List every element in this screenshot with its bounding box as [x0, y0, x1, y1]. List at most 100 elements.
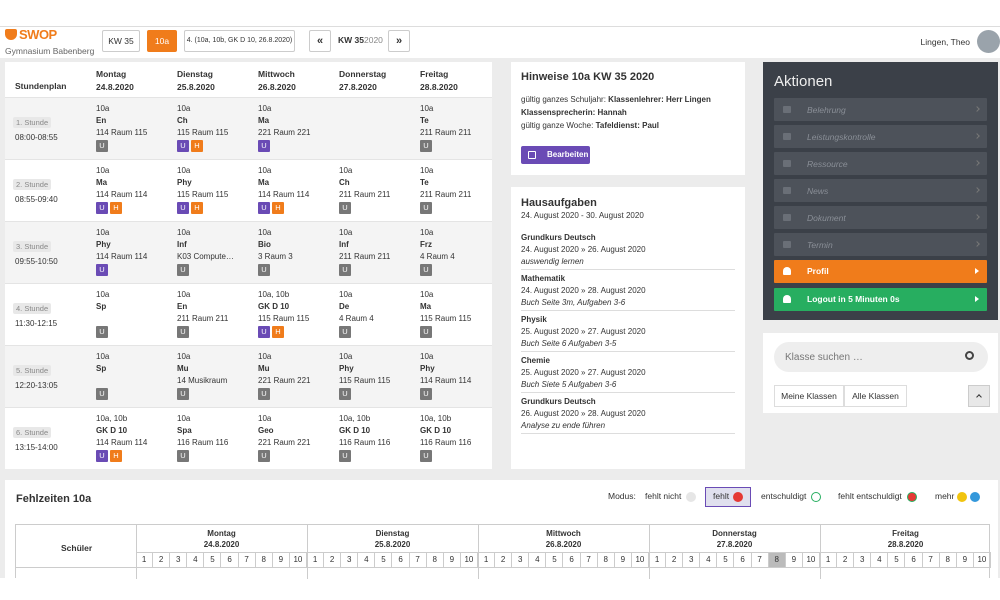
- notes-value: Klassenlehrer: Herr Lingen: [608, 95, 711, 104]
- user-name[interactable]: Lingen, Theo: [920, 37, 970, 47]
- day-date: 26.8.2020: [258, 82, 296, 92]
- lesson-subject: GK D 10: [420, 426, 452, 435]
- lesson-badge[interactable]: U: [258, 264, 270, 276]
- mode-indicator: [686, 492, 696, 502]
- mode-option[interactable]: mehr: [935, 491, 955, 501]
- lesson-badge[interactable]: H: [272, 202, 284, 214]
- next-week[interactable]: »: [388, 30, 410, 52]
- homework-divider: [521, 392, 735, 393]
- lesson-room: 115 Raum 115: [420, 314, 472, 323]
- period-number: 2: [324, 553, 342, 567]
- notes-panel: Hinweise 10a KW 35 2020 gültig ganzes Sch…: [511, 62, 745, 175]
- profile-button[interactable]: Profil: [774, 260, 987, 283]
- prev-week[interactable]: «: [309, 30, 331, 52]
- period-number: 2: [666, 553, 684, 567]
- mode-option[interactable]: fehlt entschuldigt: [838, 491, 902, 501]
- homework-task: auswendig lernen: [521, 257, 584, 266]
- mode-option[interactable]: fehlt: [713, 491, 730, 501]
- action-button[interactable]: Termin: [774, 233, 987, 256]
- lesson-badge[interactable]: U: [339, 326, 351, 338]
- lesson-class: 10a: [339, 352, 353, 361]
- action-chevron: [974, 187, 980, 193]
- lesson-badge[interactable]: H: [191, 202, 203, 214]
- lesson-badge[interactable]: U: [339, 388, 351, 400]
- lesson-room: 115 Raum 115: [258, 314, 310, 323]
- lesson-subject: GK D 10: [339, 426, 371, 435]
- lesson-badge[interactable]: U: [420, 326, 432, 338]
- lesson-badge[interactable]: U: [339, 450, 351, 462]
- lesson-badge[interactable]: U: [177, 450, 189, 462]
- search-input[interactable]: Klasse suchen …: [774, 342, 988, 372]
- lesson-room: 14 Musikraum: [177, 376, 228, 385]
- logout-button[interactable]: Logout in 5 Minuten 0s: [774, 288, 987, 311]
- action-label: Leistungskontrolle: [807, 132, 876, 142]
- lesson-room: 114 Raum 114: [96, 438, 148, 447]
- lesson-badge[interactable]: U: [420, 202, 432, 214]
- lesson-class: 10a: [177, 228, 191, 237]
- lesson-badge[interactable]: U: [339, 264, 351, 276]
- lesson-badge[interactable]: U: [258, 450, 270, 462]
- lesson-class: 10a: [420, 228, 434, 237]
- lesson-badge[interactable]: U: [96, 140, 108, 152]
- lesson-badge[interactable]: U: [177, 326, 189, 338]
- lesson-badge[interactable]: U: [420, 450, 432, 462]
- action-button[interactable]: News: [774, 179, 987, 202]
- action-button[interactable]: Leistungskontrolle: [774, 125, 987, 148]
- lesson-badge[interactable]: U: [96, 326, 108, 338]
- lesson-subject: GK D 10: [258, 302, 290, 311]
- header-button[interactable]: KW 35: [102, 30, 140, 52]
- lesson-badge[interactable]: U: [177, 388, 189, 400]
- lesson-badge[interactable]: U: [420, 388, 432, 400]
- lesson-badge[interactable]: U: [177, 140, 189, 152]
- period-number: 5: [204, 553, 222, 567]
- mode-indicator: [957, 492, 967, 502]
- lesson-badge[interactable]: U: [258, 326, 270, 338]
- action-button[interactable]: Dokument: [774, 206, 987, 229]
- period-number: 4: [187, 553, 205, 567]
- period-number: 7: [581, 553, 598, 567]
- lesson-class: 10a, 10b: [420, 414, 452, 423]
- class-filter-button[interactable]: Meine Klassen: [774, 385, 844, 407]
- lesson-class: 10a: [96, 290, 110, 299]
- lesson-room: 115 Raum 115: [177, 128, 229, 137]
- edit-button[interactable]: Bearbeiten: [521, 146, 590, 164]
- lesson-badge[interactable]: H: [191, 140, 203, 152]
- lesson-badge[interactable]: U: [339, 202, 351, 214]
- mode-option[interactable]: fehlt nicht: [645, 491, 682, 501]
- absence-day-name: Donnerstag: [712, 529, 757, 538]
- lesson-badge[interactable]: H: [272, 326, 284, 338]
- lesson-badge[interactable]: H: [110, 202, 122, 214]
- row-rule: [16, 567, 991, 568]
- day-date: 24.8.2020: [96, 82, 134, 92]
- class-filter-button[interactable]: Alle Klassen: [844, 385, 907, 407]
- lesson-badge[interactable]: U: [96, 388, 108, 400]
- lesson-badge[interactable]: U: [420, 140, 432, 152]
- lesson-subject: Inf: [339, 240, 349, 249]
- absence-day-date: 26.8.2020: [545, 540, 582, 549]
- top-rule: [0, 26, 1000, 27]
- period-number: 7: [410, 553, 427, 567]
- lesson-badge[interactable]: U: [258, 140, 270, 152]
- notes-line: gültig ganzes Schuljahr: Klassenlehrer: …: [521, 95, 711, 104]
- action-button[interactable]: Belehrung: [774, 98, 987, 121]
- period-rule: [649, 552, 820, 553]
- logo-icon: [5, 29, 17, 40]
- homework-range: 24. August 2020 - 30. August 2020: [521, 211, 644, 220]
- lesson-badge[interactable]: U: [177, 202, 189, 214]
- lesson-badge[interactable]: U: [258, 388, 270, 400]
- header-button[interactable]: 10a: [147, 30, 177, 52]
- header-button[interactable]: 4. (10a, 10b, GK D 10, 26.8.2020): [184, 30, 295, 52]
- lesson-badge[interactable]: U: [96, 450, 108, 462]
- lesson-badge[interactable]: U: [420, 264, 432, 276]
- action-button[interactable]: Ressource: [774, 152, 987, 175]
- notes-title: Hinweise 10a KW 35 2020: [521, 71, 655, 83]
- period-number: 2: [837, 553, 855, 567]
- lesson-badge[interactable]: U: [258, 202, 270, 214]
- lesson-badge[interactable]: U: [177, 264, 189, 276]
- lesson-class: 10a: [96, 166, 110, 175]
- lesson-badge[interactable]: H: [110, 450, 122, 462]
- lesson-badge[interactable]: U: [96, 202, 108, 214]
- collapse-button[interactable]: [968, 385, 990, 407]
- lesson-badge[interactable]: U: [96, 264, 108, 276]
- mode-option[interactable]: entschuldigt: [761, 491, 807, 501]
